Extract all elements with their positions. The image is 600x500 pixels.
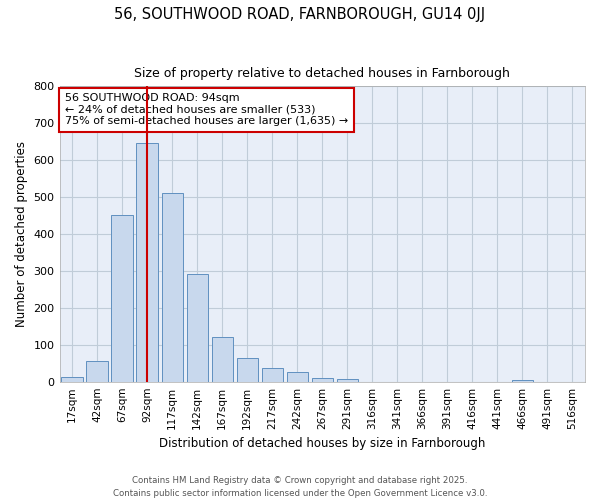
Text: Contains HM Land Registry data © Crown copyright and database right 2025.
Contai: Contains HM Land Registry data © Crown c…: [113, 476, 487, 498]
Bar: [236, 358, 258, 382]
Title: Size of property relative to detached houses in Farnborough: Size of property relative to detached ho…: [134, 68, 510, 80]
Bar: [86, 362, 108, 382]
Bar: [136, 143, 158, 382]
Y-axis label: Number of detached properties: Number of detached properties: [15, 141, 28, 327]
Bar: [187, 274, 208, 382]
Text: 56, SOUTHWOOD ROAD, FARNBOROUGH, GU14 0JJ: 56, SOUTHWOOD ROAD, FARNBOROUGH, GU14 0J…: [115, 8, 485, 22]
Bar: [512, 380, 533, 382]
X-axis label: Distribution of detached houses by size in Farnborough: Distribution of detached houses by size …: [159, 437, 485, 450]
Bar: [161, 193, 183, 382]
Bar: [287, 372, 308, 382]
Bar: [262, 368, 283, 382]
Bar: [311, 378, 333, 382]
Bar: [337, 380, 358, 382]
Bar: [61, 377, 83, 382]
Bar: [112, 216, 133, 382]
Text: 56 SOUTHWOOD ROAD: 94sqm
← 24% of detached houses are smaller (533)
75% of semi-: 56 SOUTHWOOD ROAD: 94sqm ← 24% of detach…: [65, 93, 348, 126]
Bar: [212, 338, 233, 382]
